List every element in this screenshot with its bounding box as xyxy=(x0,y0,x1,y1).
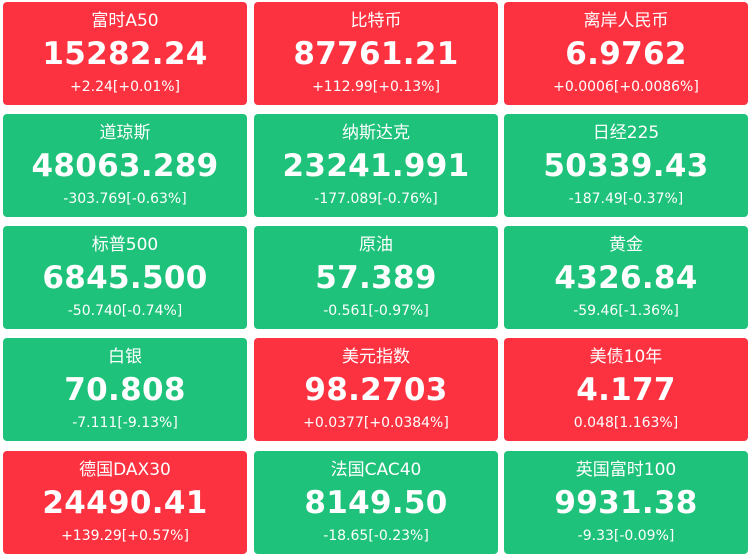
quote-price: 87761.21 xyxy=(293,36,459,72)
quote-change: +0.0377[+0.0384%] xyxy=(303,415,449,431)
quote-name: 黄金 xyxy=(609,235,643,255)
quote-name: 白银 xyxy=(108,347,142,367)
quote-tile-a50[interactable]: 富时A50 15282.24 +2.24[+0.01%] xyxy=(3,2,247,105)
quote-price: 50339.43 xyxy=(543,148,709,184)
quote-name: 日经225 xyxy=(592,123,660,143)
quote-tile-nasdaq[interactable]: 纳斯达克 23241.991 -177.089[-0.76%] xyxy=(254,114,498,217)
quote-price: 48063.289 xyxy=(31,148,219,184)
quote-price: 70.808 xyxy=(64,372,186,408)
quote-price: 6.9762 xyxy=(565,36,687,72)
quote-tile-dow-jones[interactable]: 道琼斯 48063.289 -303.769[-0.63%] xyxy=(3,114,247,217)
quote-name: 原油 xyxy=(359,235,393,255)
quote-name: 离岸人民币 xyxy=(583,11,669,31)
quote-tile-silver[interactable]: 白银 70.808 -7.111[-9.13%] xyxy=(3,338,247,441)
quote-change: +2.24[+0.01%] xyxy=(69,79,181,95)
quote-change: -59.46[-1.36%] xyxy=(573,303,679,319)
quote-change: +139.29[+0.57%] xyxy=(61,528,189,544)
quote-change: 0.048[1.163%] xyxy=(573,415,679,431)
quote-change: -9.33[-0.09%] xyxy=(577,528,675,544)
quote-tile-ftse100[interactable]: 英国富时100 9931.38 -9.33[-0.09%] xyxy=(504,451,748,554)
quote-tile-sp500[interactable]: 标普500 6845.500 -50.740[-0.74%] xyxy=(3,226,247,329)
quote-tile-offshore-cny[interactable]: 离岸人民币 6.9762 +0.0006[+0.0086%] xyxy=(504,2,748,105)
quote-price: 4.177 xyxy=(576,372,676,408)
quote-change: -187.49[-0.37%] xyxy=(568,191,684,207)
quote-price: 24490.41 xyxy=(42,485,208,521)
quote-change: -18.65[-0.23%] xyxy=(323,528,429,544)
quote-name: 道琼斯 xyxy=(99,123,151,143)
quote-change: -303.769[-0.63%] xyxy=(63,191,187,207)
quote-price: 98.2703 xyxy=(304,372,448,408)
quote-price: 15282.24 xyxy=(42,36,208,72)
quote-name: 纳斯达克 xyxy=(342,123,410,143)
quote-change: +112.99[+0.13%] xyxy=(312,79,440,95)
quote-name: 德国DAX30 xyxy=(79,460,171,480)
quote-tile-cac40[interactable]: 法国CAC40 8149.50 -18.65[-0.23%] xyxy=(254,451,498,554)
quote-price: 4326.84 xyxy=(554,260,698,296)
quote-name: 英国富时100 xyxy=(575,460,677,480)
quote-price: 23241.991 xyxy=(282,148,470,184)
quote-price: 8149.50 xyxy=(304,485,448,521)
quote-name: 美元指数 xyxy=(342,347,410,367)
quote-price: 57.389 xyxy=(315,260,437,296)
quote-tile-dollar-index[interactable]: 美元指数 98.2703 +0.0377[+0.0384%] xyxy=(254,338,498,441)
quote-name: 标普500 xyxy=(91,235,159,255)
quote-name: 法国CAC40 xyxy=(330,460,422,480)
quote-name: 美债10年 xyxy=(589,347,663,367)
quote-price: 9931.38 xyxy=(554,485,698,521)
quote-change: -7.111[-9.13%] xyxy=(72,415,178,431)
quote-tile-us-10y-treasury[interactable]: 美债10年 4.177 0.048[1.163%] xyxy=(504,338,748,441)
quote-change: -0.561[-0.97%] xyxy=(323,303,429,319)
quote-tile-bitcoin[interactable]: 比特币 87761.21 +112.99[+0.13%] xyxy=(254,2,498,105)
quote-price: 6845.500 xyxy=(42,260,208,296)
quote-tile-gold[interactable]: 黄金 4326.84 -59.46[-1.36%] xyxy=(504,226,748,329)
quote-tile-dax30[interactable]: 德国DAX30 24490.41 +139.29[+0.57%] xyxy=(3,451,247,554)
quote-change: +0.0006[+0.0086%] xyxy=(553,79,699,95)
quote-tile-crude-oil[interactable]: 原油 57.389 -0.561[-0.97%] xyxy=(254,226,498,329)
quote-change: -177.089[-0.76%] xyxy=(314,191,438,207)
quote-change: -50.740[-0.74%] xyxy=(67,303,183,319)
quote-name: 比特币 xyxy=(350,11,402,31)
quote-tile-nikkei-225[interactable]: 日经225 50339.43 -187.49[-0.37%] xyxy=(504,114,748,217)
quote-name: 富时A50 xyxy=(91,11,159,31)
